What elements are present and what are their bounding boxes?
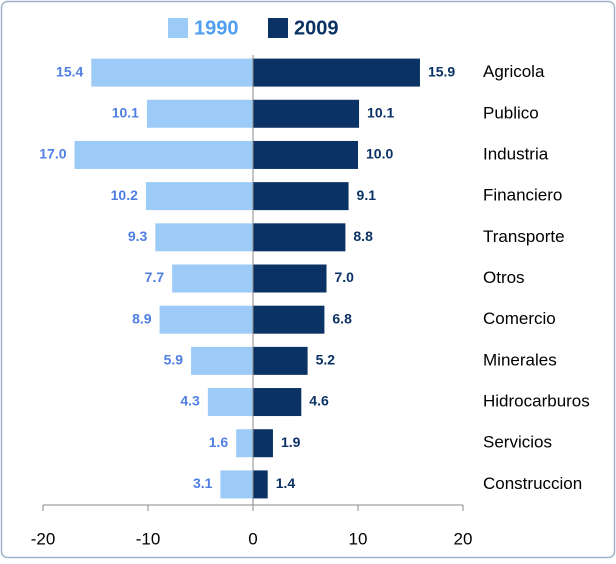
bar	[91, 58, 253, 87]
x-tick-label: -10	[136, 529, 161, 548]
bar	[253, 388, 302, 417]
data-label: 8.8	[353, 228, 373, 244]
category-label: Industria	[483, 144, 549, 163]
bar	[191, 346, 253, 375]
data-label: 4.3	[180, 393, 200, 409]
bar	[253, 182, 349, 211]
x-tick-label: 20	[454, 529, 473, 548]
data-label: 10.2	[111, 187, 138, 203]
category-label: Financiero	[483, 186, 562, 205]
x-tick-label: 10	[349, 529, 368, 548]
data-label: 1.6	[209, 434, 229, 450]
category-label: Agricola	[483, 62, 545, 81]
data-label: 10.1	[367, 104, 394, 120]
legend-label: 1990	[194, 17, 239, 39]
legend-swatch	[168, 18, 188, 38]
legend-swatch	[268, 18, 288, 38]
data-label: 1.4	[276, 475, 296, 491]
bar	[253, 470, 268, 499]
data-label: 10.0	[366, 146, 393, 162]
bar	[253, 264, 327, 293]
data-label: 4.6	[309, 393, 329, 409]
bar	[253, 305, 325, 334]
category-label: Servicios	[483, 433, 552, 452]
legend-label: 2009	[294, 17, 339, 39]
data-label: 9.1	[357, 187, 377, 203]
data-label: 17.0	[39, 146, 66, 162]
data-label: 10.1	[112, 104, 139, 120]
data-label: 9.3	[128, 228, 148, 244]
bar	[146, 99, 253, 128]
bar	[220, 470, 253, 499]
bar	[253, 429, 273, 458]
data-label: 7.0	[335, 269, 355, 285]
category-label: Comercio	[483, 309, 556, 328]
bar	[172, 264, 253, 293]
data-label: 5.2	[316, 352, 336, 368]
x-tick-label: -20	[31, 529, 56, 548]
category-label: Transporte	[483, 227, 565, 246]
bar	[253, 140, 358, 169]
data-label: 3.1	[193, 475, 213, 491]
data-label: 6.8	[332, 310, 352, 326]
data-label: 1.9	[281, 434, 301, 450]
bar	[74, 140, 253, 169]
bar	[159, 305, 253, 334]
bar	[145, 182, 253, 211]
data-label: 5.9	[164, 352, 184, 368]
data-label: 7.7	[145, 269, 165, 285]
bar	[155, 223, 253, 252]
data-label: 15.4	[56, 63, 83, 79]
bar	[253, 99, 360, 128]
category-label: Minerales	[483, 350, 557, 369]
data-label: 8.9	[132, 310, 152, 326]
bar	[253, 223, 346, 252]
data-label: 15.9	[428, 63, 455, 79]
bar	[253, 58, 420, 87]
bar	[253, 346, 308, 375]
category-label: Publico	[483, 103, 539, 122]
category-label: Hidrocarburos	[483, 392, 590, 411]
category-label: Construccion	[483, 474, 582, 493]
bar	[236, 429, 253, 458]
x-tick-label: 0	[248, 529, 257, 548]
bar	[207, 388, 253, 417]
category-label: Otros	[483, 268, 525, 287]
